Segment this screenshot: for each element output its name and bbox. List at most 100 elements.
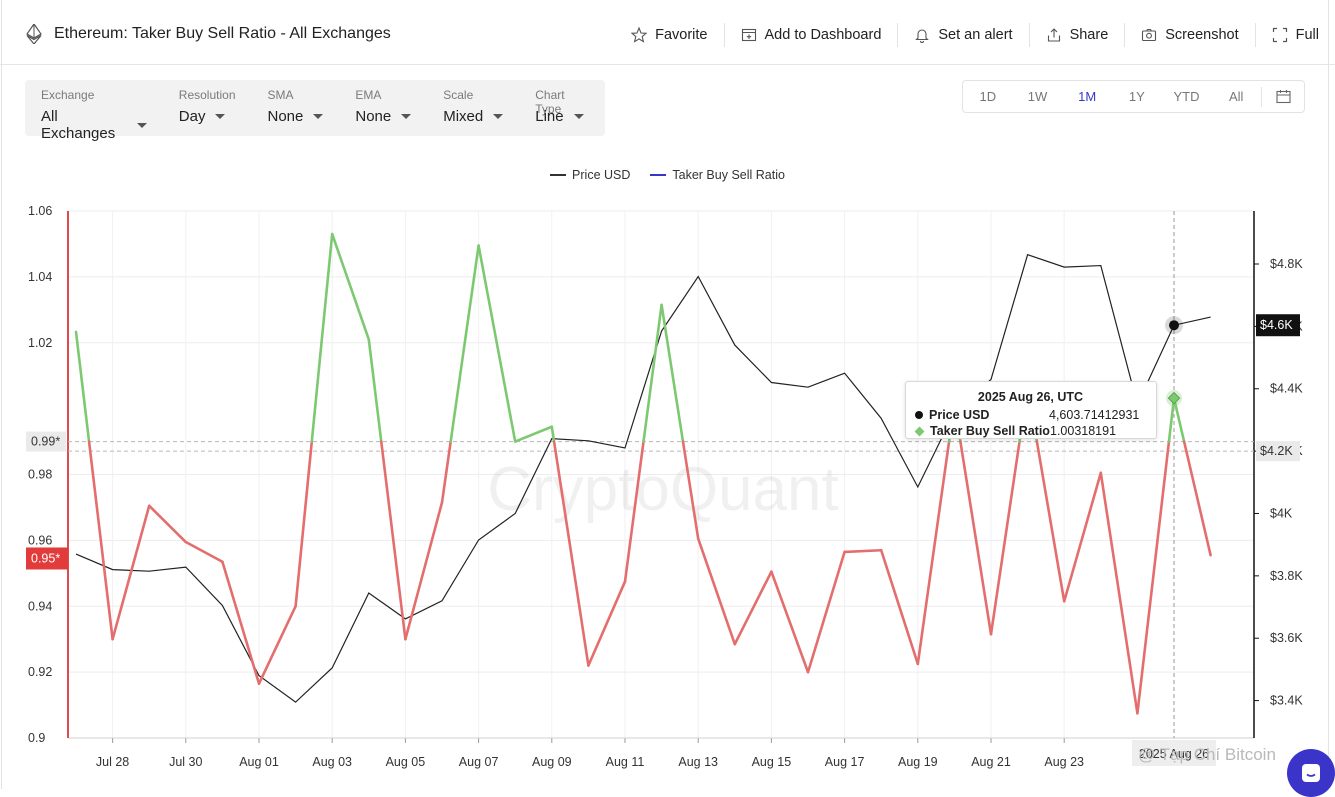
ratio-hover-point: [1167, 391, 1181, 405]
ratio-series-segment: [477, 244, 517, 443]
x-tick-label: Aug 11: [606, 755, 645, 769]
ratio-series-segment: [513, 425, 554, 443]
fullscreen-icon: [1272, 27, 1287, 43]
ratio-series-segment: [733, 570, 773, 646]
chart-controls: Exchange All Exchanges Resolution Day SM…: [25, 80, 605, 142]
chart-legend: Price USD Taker Buy Sell Ratio: [0, 168, 1335, 182]
tooltip-price-label: Price USD: [929, 408, 990, 422]
sma-select[interactable]: SMA None: [252, 80, 340, 136]
scale-select[interactable]: Scale Mixed: [427, 80, 519, 136]
add-to-dashboard-label: Add to Dashboard: [764, 27, 882, 43]
tooltip-ratio-diamond: [914, 426, 925, 436]
y-right-tick-label: $4.8K: [1270, 257, 1303, 271]
ratio-series-segment: [367, 338, 383, 443]
y-right-tick-label: $3.8K: [1270, 569, 1303, 583]
ethereum-icon: [26, 24, 42, 44]
resolution-label: Resolution: [178, 88, 236, 102]
y-left-tick-label: 0.94: [28, 599, 52, 613]
resolution-select[interactable]: Resolution Day: [163, 80, 252, 136]
tooltip-price-dot: [915, 411, 923, 419]
y-left-tick-label: 0.96: [28, 533, 52, 547]
range-all[interactable]: All: [1228, 89, 1244, 104]
x-tick-label: Aug 19: [898, 755, 938, 769]
tooltip-price-value: 4,603.71412931: [1049, 408, 1140, 422]
range-ytd[interactable]: YTD: [1173, 89, 1200, 104]
ratio-series-segment: [770, 570, 810, 674]
y-left-tick-label: 0.92: [28, 665, 52, 679]
favorite-button[interactable]: Favorite: [615, 23, 723, 47]
range-1y[interactable]: 1Y: [1128, 89, 1145, 104]
calendar-icon: [1275, 90, 1291, 104]
bell-icon: [915, 29, 930, 43]
ratio-series-segment: [959, 440, 993, 636]
scale-label: Scale: [443, 88, 474, 102]
y-left-tick-label: 1.04: [28, 270, 52, 284]
ratio-series-segment: [1136, 440, 1171, 715]
legend-swatch-price: [550, 174, 567, 176]
fullscreen-button[interactable]: Full: [1254, 23, 1335, 47]
ratio-series-segment: [74, 330, 91, 443]
scale-value: Mixed: [443, 108, 484, 125]
x-tick-label: Aug 15: [752, 755, 792, 769]
add-to-dashboard-button[interactable]: Add to Dashboard: [723, 23, 898, 47]
ratio-series-segment: [681, 440, 700, 541]
screenshot-button[interactable]: Screenshot: [1124, 23, 1254, 47]
fullscreen-label: Full: [1295, 27, 1319, 43]
chat-button[interactable]: [1287, 749, 1335, 797]
range-1w[interactable]: 1W: [1027, 89, 1048, 104]
set-alert-label: Set an alert: [938, 27, 1013, 43]
y-right-tick-label: $3.4K: [1270, 694, 1303, 708]
cryptoquant-watermark: CryptoQuant: [487, 455, 839, 524]
price-threshold-badge-label: $4.2K: [1260, 444, 1293, 458]
legend-item-price[interactable]: Price USD: [550, 168, 630, 182]
ratio-series-segment: [184, 540, 224, 564]
range-selector: 1D 1W 1M 1Y YTD All: [962, 80, 1305, 113]
legend-label-price: Price USD: [572, 168, 631, 182]
y-right-tick-label: $4.4K: [1270, 382, 1303, 396]
tooltip-ratio-value: 1.00318191: [1050, 424, 1117, 438]
ratio-series-segment: [449, 244, 480, 443]
range-1d[interactable]: 1D: [979, 89, 997, 104]
share-button[interactable]: Share: [1028, 23, 1125, 47]
camera-icon: [1142, 28, 1157, 42]
x-tick-label: Aug 03: [312, 755, 352, 769]
price-current-badge-label: $4.6K: [1260, 318, 1293, 332]
range-1m[interactable]: 1M: [1078, 89, 1097, 104]
title-area: Ethereum: Taker Buy Sell Ratio - All Exc…: [26, 24, 391, 44]
x-tick-label: Aug 09: [532, 755, 572, 769]
exchange-select[interactable]: Exchange All Exchanges: [25, 80, 163, 142]
ratio-series-segment: [623, 440, 645, 583]
chevron-down-icon: [401, 114, 412, 119]
ratio-series-segment: [879, 548, 920, 666]
sma-value: None: [267, 108, 304, 125]
y-left-tick-label: 1.02: [28, 336, 52, 350]
ema-select[interactable]: EMA None: [339, 80, 427, 136]
ratio-series-segment: [111, 504, 151, 641]
overlay-watermark-text: @ Tạp Chí Bitcoin: [1138, 745, 1276, 764]
chart-type-select[interactable]: Chart Type Line: [519, 80, 605, 136]
legend-item-ratio[interactable]: Taker Buy Sell Ratio: [650, 168, 785, 182]
dashboard-add-icon: [741, 28, 756, 42]
calendar-button[interactable]: [1261, 86, 1304, 107]
ratio-series-segment: [310, 232, 334, 443]
ratio-series-segment: [1172, 396, 1186, 443]
crosshair-date-badge: [1132, 740, 1216, 766]
screenshot-label: Screenshot: [1165, 27, 1239, 43]
ratio-series-segment: [642, 303, 663, 443]
chart-type-label: Chart Type: [535, 88, 565, 116]
crosshair-date-label: 2025 Aug 26: [1139, 747, 1209, 761]
chevron-down-icon: [136, 122, 147, 128]
ratio-series-segment: [1167, 396, 1176, 443]
x-tick-label: Jul 28: [96, 755, 129, 769]
legend-swatch-ratio: [650, 174, 667, 176]
ratio-series-segment: [843, 548, 883, 554]
ratio-series-segment: [696, 537, 737, 646]
ratio-series-segment: [221, 560, 261, 685]
exchange-value: All Exchanges: [41, 108, 116, 142]
ratio-current-badge: [26, 547, 68, 570]
ratio-series-segment: [1182, 440, 1212, 557]
header-actions: Favorite Add to Dashboard Set an alert S…: [615, 20, 1335, 50]
set-alert-button[interactable]: Set an alert: [897, 23, 1028, 47]
header: Ethereum: Taker Buy Sell Ratio - All Exc…: [0, 0, 1335, 65]
